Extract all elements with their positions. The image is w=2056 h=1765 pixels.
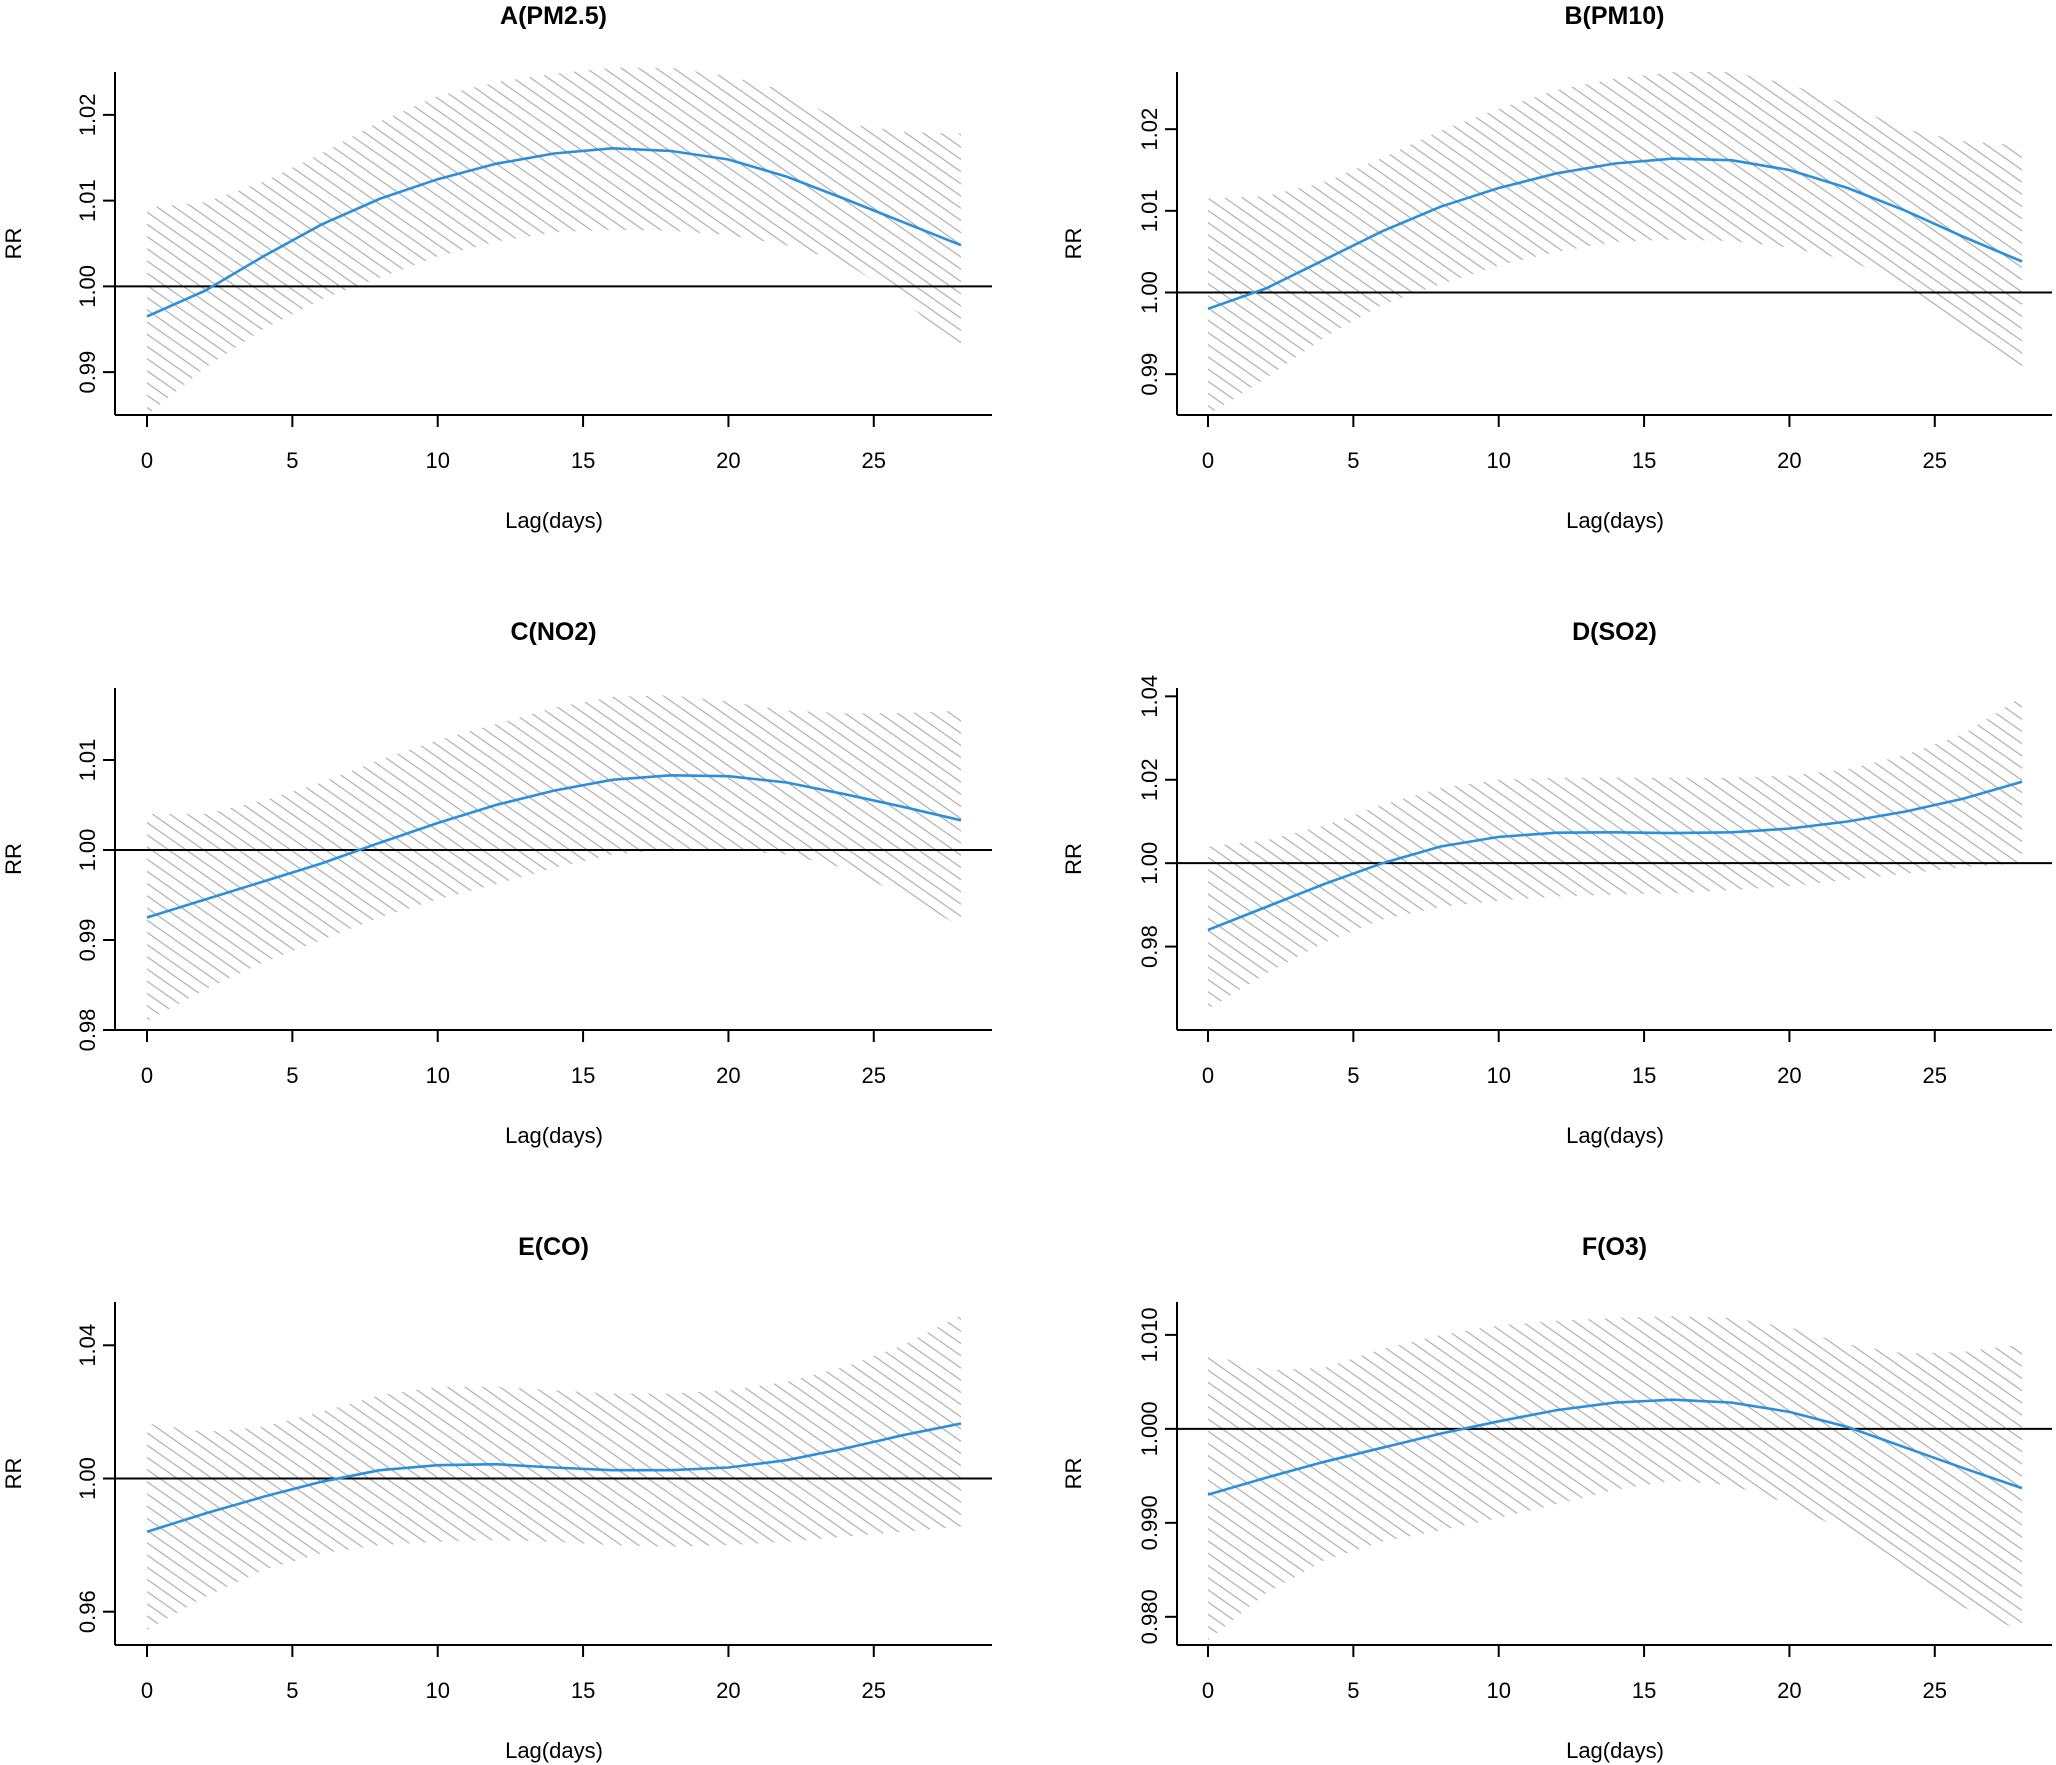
y-tick-label: 0.99	[75, 351, 100, 394]
y-axis-label: RR	[1, 843, 26, 875]
x-tick-label: 0	[141, 448, 153, 473]
x-tick-label: 25	[1923, 1678, 1947, 1703]
chart-title: B(PM10)	[1564, 2, 1664, 30]
x-axis-label: Lag(days)	[505, 1123, 603, 1148]
x-axis-label: Lag(days)	[1566, 1123, 1664, 1148]
x-tick-label: 5	[1347, 1678, 1359, 1703]
confidence-band	[147, 1315, 961, 1630]
y-tick-label: 1.04	[1137, 675, 1162, 718]
x-tick-label: 5	[1347, 448, 1359, 473]
x-tick-label: 20	[1777, 1063, 1801, 1088]
chart-panel-3: C(NO2) 0.98 0.99 1.00 1.01 0 5 10 15 20 25 Lag(days…	[1, 618, 992, 1148]
y-tick-label: 1.02	[75, 93, 100, 136]
confidence-band	[1208, 1316, 2022, 1641]
y-tick-label: 1.01	[1137, 189, 1162, 232]
y-tick-label: 0.99	[1137, 353, 1162, 396]
x-tick-label: 25	[862, 448, 886, 473]
y-tick-label: 1.00	[75, 265, 100, 308]
x-tick-label: 0	[1202, 448, 1214, 473]
chart-title: C(NO2)	[510, 618, 596, 646]
x-tick-label: 15	[1632, 1678, 1656, 1703]
y-axis-label: RR	[1061, 228, 1086, 260]
x-tick-label: 15	[571, 1678, 595, 1703]
x-tick-label: 5	[286, 448, 298, 473]
y-tick-label: 1.01	[75, 179, 100, 222]
x-tick-label: 20	[716, 1063, 740, 1088]
y-tick-label: 0.980	[1137, 1589, 1162, 1644]
x-axis-label: Lag(days)	[1566, 1738, 1664, 1763]
confidence-band	[147, 67, 961, 415]
y-tick-label: 1.04	[75, 1324, 100, 1367]
y-tick-label: 1.02	[1137, 758, 1162, 801]
x-tick-label: 20	[1777, 1678, 1801, 1703]
chart-panel-2: B(PM10) 0.99 1.00 1.01 1.02 0 5 10 15 20 25 Lag(day…	[1061, 2, 2052, 533]
y-tick-label: 0.98	[75, 1009, 100, 1052]
chart-title: A(PM2.5)	[500, 2, 607, 30]
x-tick-label: 10	[1486, 1678, 1510, 1703]
y-tick-label: 0.96	[75, 1590, 100, 1633]
x-tick-label: 25	[1923, 1063, 1947, 1088]
y-tick-label: 1.010	[1137, 1307, 1162, 1362]
chart-title: E(CO)	[518, 1233, 589, 1261]
confidence-band	[147, 695, 961, 1021]
x-tick-label: 10	[425, 1678, 449, 1703]
x-tick-label: 10	[425, 1063, 449, 1088]
x-tick-label: 25	[862, 1678, 886, 1703]
x-tick-label: 10	[1486, 448, 1510, 473]
x-axis-label: Lag(days)	[505, 508, 603, 533]
x-tick-label: 0	[141, 1063, 153, 1088]
y-tick-label: 0.990	[1137, 1495, 1162, 1550]
x-tick-label: 0	[1202, 1063, 1214, 1088]
x-tick-label: 20	[716, 448, 740, 473]
x-tick-label: 0	[141, 1678, 153, 1703]
y-axis-label: RR	[1061, 1458, 1086, 1490]
chart-title: D(SO2)	[1572, 618, 1657, 646]
y-tick-label: 0.99	[75, 919, 100, 962]
x-tick-label: 5	[286, 1678, 298, 1703]
y-tick-label: 1.00	[75, 1457, 100, 1500]
y-tick-label: 1.01	[75, 739, 100, 782]
chart-panel-1: A(PM2.5) 0.99 1.00 1.01 1.02 0 5 10 15 20 25 Lag(da…	[1, 2, 992, 533]
chart-panel-6: F(O3) 0.980 0.990 1.000 1.010 0 5 10 15 20 25 Lag(d…	[1061, 1233, 2052, 1763]
x-axis-label: Lag(days)	[505, 1738, 603, 1763]
chart-title: F(O3)	[1582, 1233, 1647, 1261]
x-tick-label: 20	[1777, 448, 1801, 473]
x-tick-label: 5	[1347, 1063, 1359, 1088]
x-tick-label: 25	[862, 1063, 886, 1088]
x-tick-label: 25	[1923, 448, 1947, 473]
chart-panel-4: D(SO2) 0.98 1.00 1.02 1.04 0 5 10 15 20 25 Lag(days…	[1061, 618, 2052, 1148]
confidence-band	[1208, 696, 2022, 1010]
x-tick-label: 10	[1486, 1063, 1510, 1088]
x-tick-label: 5	[286, 1063, 298, 1088]
x-tick-label: 15	[1632, 448, 1656, 473]
y-axis-label: RR	[1, 1458, 26, 1490]
confidence-band	[1208, 72, 2022, 415]
y-tick-label: 1.00	[1137, 271, 1162, 314]
y-tick-label: 0.98	[1137, 925, 1162, 968]
x-tick-label: 15	[571, 1063, 595, 1088]
y-tick-label: 1.00	[75, 829, 100, 872]
x-tick-label: 0	[1202, 1678, 1214, 1703]
y-tick-label: 1.000	[1137, 1401, 1162, 1456]
y-axis-label: RR	[1, 228, 26, 260]
x-tick-label: 15	[571, 448, 595, 473]
x-tick-label: 15	[1632, 1063, 1656, 1088]
chart-panel-5: E(CO) 0.96 1.00 1.04 0 5 10 15 20 25 Lag(days) RR	[1, 1233, 992, 1763]
y-tick-label: 1.02	[1137, 108, 1162, 151]
x-tick-label: 10	[425, 448, 449, 473]
x-tick-label: 20	[716, 1678, 740, 1703]
y-axis-label: RR	[1061, 843, 1086, 875]
x-axis-label: Lag(days)	[1566, 508, 1664, 533]
y-tick-label: 1.00	[1137, 842, 1162, 885]
